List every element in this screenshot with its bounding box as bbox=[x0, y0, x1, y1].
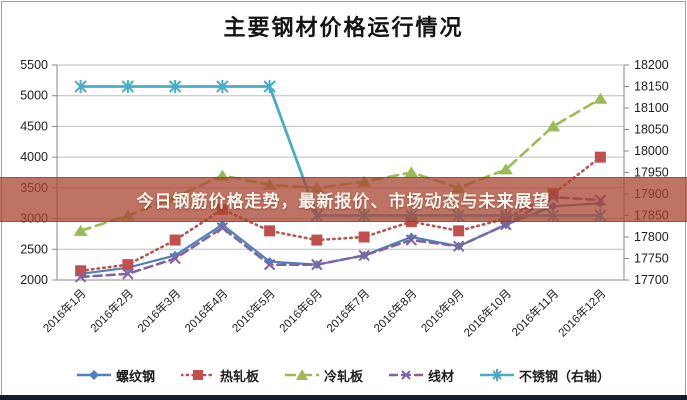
y-axis-label-left: 5500 bbox=[20, 58, 48, 72]
overlay-banner: 今日钢筋价格走势，最新报价、市场动态与未来展望 bbox=[0, 177, 687, 222]
marker-square bbox=[75, 265, 87, 277]
marker-triangle bbox=[404, 166, 419, 178]
x-axis-label: 2016年3月 bbox=[134, 286, 183, 335]
marker-x bbox=[216, 222, 229, 234]
x-axis-label: 2016年1月 bbox=[40, 286, 89, 335]
legend-label: 不锈钢（右轴） bbox=[519, 368, 611, 384]
marker-asterisk bbox=[263, 80, 276, 93]
marker-triangle bbox=[498, 163, 513, 175]
legend-label: 热轧板 bbox=[219, 368, 259, 384]
x-axis-label: 2016年2月 bbox=[87, 286, 136, 335]
overlay-text: 今日钢筋价格走势，最新报价、市场动态与未来展望 bbox=[136, 192, 551, 211]
chart-legend: 螺纹钢 热轧板 冷轧板 线材 不锈钢（右轴） bbox=[0, 362, 687, 388]
marker-asterisk bbox=[121, 80, 135, 93]
x-axis-label: 2016年12月 bbox=[555, 286, 608, 339]
marker-square bbox=[122, 259, 134, 271]
y-axis-label-right: 18150 bbox=[634, 80, 669, 94]
marker-square bbox=[358, 231, 370, 243]
bottom-bar bbox=[0, 395, 687, 400]
x-axis-label: 2016年7月 bbox=[323, 286, 372, 335]
legend-label: 螺纹钢 bbox=[115, 368, 155, 384]
series-line-2 bbox=[79, 155, 602, 273]
x-axis-label: 2016年11月 bbox=[509, 286, 562, 339]
marker-asterisk bbox=[168, 80, 182, 93]
legend-label: 线材 bbox=[428, 368, 455, 384]
legend-item: 冷轧板 bbox=[284, 366, 363, 385]
y-axis-label-right: 18200 bbox=[634, 58, 669, 72]
legend-item: 热轧板 bbox=[180, 366, 259, 385]
y-axis-label-left: 4500 bbox=[20, 119, 48, 133]
marker-triangle bbox=[593, 92, 608, 104]
chart-title: 主要钢材价格运行情况 bbox=[223, 15, 464, 40]
marker-x bbox=[122, 268, 134, 280]
marker-square bbox=[264, 225, 276, 237]
y-axis-label-left: 2500 bbox=[20, 242, 48, 256]
legend-marker bbox=[480, 369, 515, 381]
legend-item: 螺纹钢 bbox=[76, 366, 155, 385]
legend-marker bbox=[76, 370, 111, 380]
legend-item: 线材 bbox=[389, 366, 454, 385]
marker-triangle bbox=[546, 120, 561, 132]
marker-x bbox=[358, 249, 370, 262]
y-axis-label-right: 17700 bbox=[634, 273, 669, 287]
marker-triangle bbox=[73, 224, 88, 236]
marker-square bbox=[311, 234, 323, 246]
marker-square bbox=[169, 234, 181, 246]
y-axis-label-left: 2000 bbox=[20, 273, 48, 287]
marker-square bbox=[453, 225, 465, 237]
marker-x bbox=[169, 252, 181, 265]
marker-x bbox=[263, 258, 276, 271]
x-axis-label: 2016年5月 bbox=[229, 286, 278, 335]
y-axis-label-right: 18000 bbox=[634, 144, 669, 158]
x-axis-label: 2016年10月 bbox=[461, 286, 514, 339]
y-axis-label-right: 18100 bbox=[634, 101, 669, 115]
legend-marker bbox=[284, 369, 319, 380]
x-axis-label: 2016年6月 bbox=[276, 286, 325, 335]
marker-square bbox=[594, 151, 606, 163]
marker-x bbox=[405, 234, 418, 246]
marker-diamond bbox=[217, 220, 227, 230]
y-axis-label-right: 17800 bbox=[634, 230, 669, 244]
marker-diamond bbox=[406, 232, 416, 242]
y-axis-label-right: 17950 bbox=[634, 166, 669, 180]
marker-x bbox=[74, 271, 87, 283]
marker-x bbox=[311, 258, 323, 271]
x-axis-label: 2016年8月 bbox=[371, 286, 420, 335]
x-axis-label: 2016年4月 bbox=[182, 286, 231, 335]
marker-x bbox=[452, 240, 465, 252]
legend-marker bbox=[389, 370, 423, 380]
marker-asterisk bbox=[74, 80, 87, 93]
marker-asterisk bbox=[216, 80, 229, 93]
y-axis-label-right: 17750 bbox=[634, 252, 669, 266]
legend-item: 不锈钢（右轴） bbox=[480, 366, 610, 385]
y-axis-label-left: 4000 bbox=[20, 150, 48, 164]
legend-marker bbox=[180, 370, 215, 380]
x-axis-label: 2016年9月 bbox=[418, 286, 467, 335]
y-axis-label-right: 18050 bbox=[634, 123, 669, 137]
legend-label: 冷轧板 bbox=[323, 368, 363, 384]
y-axis-label-left: 5000 bbox=[20, 89, 48, 103]
